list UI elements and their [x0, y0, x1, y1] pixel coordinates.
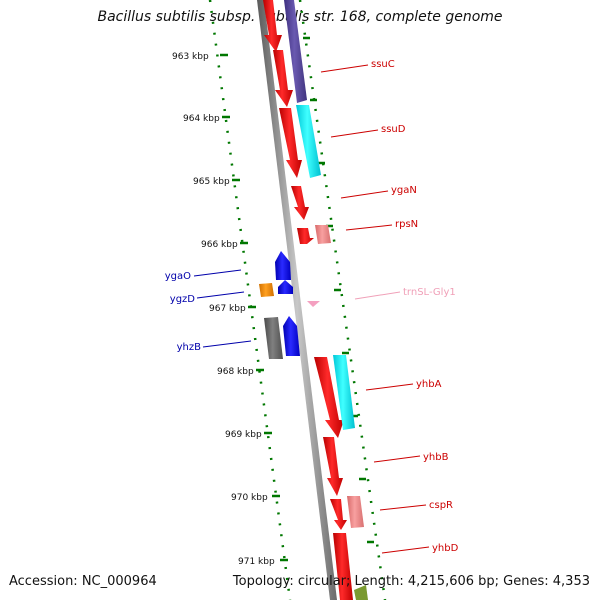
- gene-ygzD-orange: [259, 283, 274, 297]
- gene-rpsN-pink: [315, 225, 331, 244]
- kbp-ticks: [220, 53, 288, 562]
- kbp-label: 965 kbp: [193, 177, 230, 187]
- gene-label-yhbA: yhbA: [416, 379, 442, 390]
- kbp-label: 968 kbp: [217, 367, 254, 377]
- accession-text: Accession: NC_000964: [9, 574, 157, 589]
- left-dotted-track: [208, 0, 292, 600]
- label-leaders: [193, 64, 430, 554]
- gene-rpsN-red: [297, 228, 314, 244]
- kbp-label: 964 kbp: [183, 114, 220, 124]
- gene-label-ygaN: ygaN: [391, 185, 417, 196]
- gene-ssuC-a: [263, 0, 282, 52]
- right-ruler-ticks: [303, 36, 374, 544]
- gene-label-cspR: cspR: [429, 500, 453, 511]
- gene-ssuD-cyan: [296, 105, 321, 178]
- gene-label-ssuC: ssuC: [371, 59, 395, 70]
- kbp-label: 969 kbp: [225, 430, 262, 440]
- gene-label-yhbB: yhbB: [423, 452, 449, 463]
- gene-yhbA-red: [314, 357, 344, 438]
- gene-label-rpsN: rpsN: [395, 219, 418, 230]
- gene-ygaN: [291, 186, 309, 220]
- forward-features: [263, 0, 368, 600]
- kbp-label: 963 kbp: [172, 52, 209, 62]
- gene-cspR-red: [330, 499, 347, 530]
- kbp-label: 971 kbp: [238, 557, 275, 567]
- gene-label-ssuD: ssuD: [381, 124, 406, 135]
- gene-label-ygaO: ygaO: [165, 271, 191, 282]
- right-dotted-track: [298, 0, 387, 600]
- genome-backbone: [257, 0, 337, 600]
- gene-cspR-pink: [347, 496, 364, 528]
- gene-label-trnSL-Gly1: trnSL-Gly1: [403, 287, 456, 298]
- gene-label-yhzB: yhzB: [177, 342, 202, 353]
- gene-olive: [354, 585, 368, 600]
- figure-title: Bacillus subtilis subsp. subtilis str. 1…: [97, 9, 503, 25]
- kbp-label: 970 kbp: [231, 493, 268, 503]
- gene-label-ygzD: ygzD: [170, 294, 196, 305]
- gene-yhbB: [323, 437, 343, 496]
- gene-yhzB-blue: [283, 316, 300, 356]
- kbp-labels: 963 kbp 964 kbp 965 kbp 966 kbp 967 kbp …: [172, 52, 275, 567]
- gene-labels: ssuC ssuD ygaN rpsN trnSL-Gly1 yhbA yhbB…: [165, 59, 459, 554]
- gene-trnSL-Gly1: [307, 301, 320, 307]
- gene-ygaO: [275, 251, 291, 280]
- reverse-features: [259, 251, 300, 359]
- topology-text: Topology: circular; Length: 4,215,606 bp…: [232, 574, 590, 589]
- gene-yhbA-cyan: [333, 355, 355, 430]
- kbp-label: 967 kbp: [209, 304, 246, 314]
- gene-purple: [284, 0, 307, 103]
- gene-label-yhbD: yhbD: [432, 543, 459, 554]
- gene-ygzD-blue: [278, 280, 293, 294]
- gene-yhbD: [333, 533, 353, 600]
- kbp-label: 966 kbp: [201, 240, 238, 250]
- gene-ssuD-red: [279, 108, 302, 178]
- gene-yhzB-grey: [264, 317, 283, 359]
- gene-ssuC-b: [273, 50, 293, 107]
